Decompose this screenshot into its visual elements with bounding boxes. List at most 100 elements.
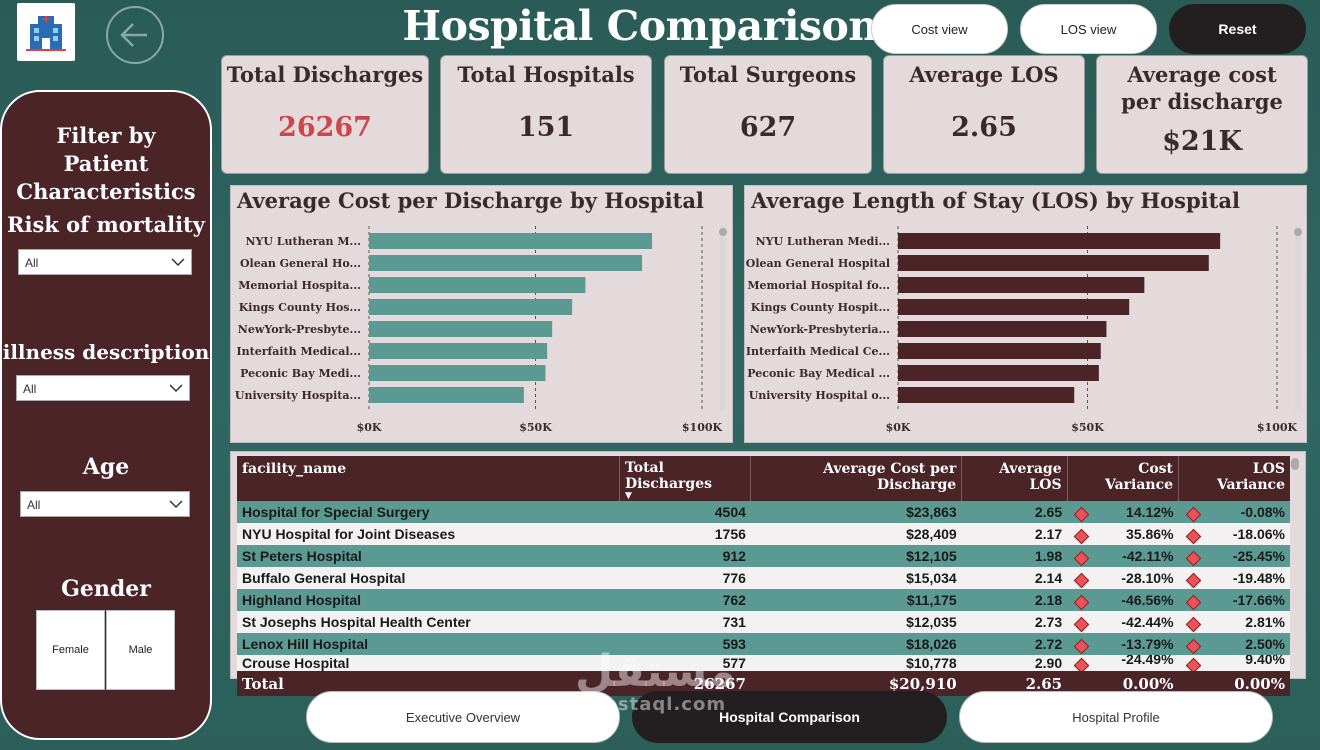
cell-text: 14.12% — [1126, 504, 1174, 520]
back-arrow-icon[interactable] — [105, 5, 165, 65]
table-row[interactable]: St Josephs Hospital Health Center 731 $12,… — [237, 611, 1290, 633]
x-tick-label: $100K — [682, 421, 723, 434]
table-row[interactable]: St Peters Hospital 912 $12,105 1.98 -42.11% -… — [237, 545, 1290, 567]
cell-text: 2.17 — [1034, 526, 1063, 542]
category-label: University Hospita... — [235, 389, 361, 402]
nav-executive-overview[interactable]: Executive Overview — [306, 691, 620, 743]
kpi-label: Average LOS — [909, 62, 1059, 87]
kpi-label: Total Hospitals — [457, 62, 635, 87]
category-label: NewYork-Presbyteria... — [750, 323, 890, 336]
cell-text: -25.45% — [1232, 548, 1285, 564]
kpi-value: $21K — [1162, 126, 1242, 157]
kpi-label: Total Discharges — [226, 62, 424, 87]
category-label: Interfaith Medical... — [236, 345, 361, 358]
col-header-facility[interactable]: facility_name — [237, 456, 620, 501]
bar[interactable] — [369, 255, 643, 271]
kpi-total-hospitals: Total Hospitals 151 — [440, 55, 652, 174]
los-bar-chart: $0K $50K $100K NYU Lutheran Medi... Olean Ge… — [746, 226, 1302, 434]
cell-text: 2.73 — [1034, 614, 1063, 630]
bar[interactable] — [898, 233, 1221, 249]
table-row[interactable]: NYU Hospital for Joint Diseases 1756 $28,4… — [237, 523, 1290, 545]
cell-text: Crouse Hospital — [242, 655, 350, 671]
risk-dropdown[interactable]: All — [18, 249, 192, 275]
table-row[interactable]: Crouse Hospital 577 $10,778 2.90 -24.49% 9.40… — [237, 655, 1290, 671]
bar[interactable] — [369, 299, 573, 315]
bar[interactable] — [369, 321, 553, 337]
los-chart-title: Average Length of Stay (LOS) by Hospital — [751, 188, 1240, 213]
cell-text: -18.06% — [1232, 526, 1285, 542]
table-cell: $12,035 — [750, 611, 962, 633]
table-cell: Highland Hospital — [237, 589, 620, 611]
bar[interactable] — [369, 277, 586, 293]
col-header-los-variance[interactable]: LOS Variance — [1178, 456, 1290, 501]
risk-label: Risk of mortality — [7, 212, 205, 237]
table-row[interactable]: Lenox Hill Hospital 593 $18,026 2.72 -13.79%… — [237, 633, 1290, 655]
bar[interactable] — [898, 387, 1075, 403]
col-header-discharges[interactable]: Total Discharges ▼ — [619, 456, 752, 501]
category-label: Kings County Hospit... — [751, 301, 890, 314]
nav-hospital-comparison[interactable]: Hospital Comparison — [632, 691, 947, 743]
col-header-cost[interactable]: Average Cost per Discharge — [750, 456, 963, 501]
bar[interactable] — [898, 255, 1209, 271]
cost-chart-panel: Average Cost per Discharge by Hospital $… — [230, 185, 733, 443]
illness-dropdown[interactable]: All — [16, 375, 190, 401]
table-cell: $18,026 — [750, 633, 962, 655]
variance-diamond-icon — [1185, 572, 1201, 589]
age-dropdown[interactable]: All — [20, 491, 190, 517]
table-cell: 731 — [619, 611, 751, 633]
bar[interactable] — [369, 387, 524, 403]
col-header-label: Average Cost per Discharge — [823, 461, 957, 493]
col-header-los[interactable]: Average LOS — [961, 456, 1068, 501]
chevron-down-icon — [169, 500, 183, 509]
cell-text: -19.48% — [1232, 570, 1285, 586]
cell-text: Hospital for Special Surgery — [242, 504, 430, 520]
chart-scroll-track[interactable] — [720, 226, 726, 411]
cell-text: $11,175 — [906, 592, 957, 608]
table-row[interactable]: Buffalo General Hospital 776 $15,034 2.14 -2… — [237, 567, 1290, 589]
cost-view-button[interactable]: Cost view — [871, 4, 1008, 54]
los-view-button[interactable]: LOS view — [1020, 4, 1157, 54]
cell-text: 4504 — [714, 504, 746, 520]
bar[interactable] — [898, 321, 1107, 337]
bar[interactable] — [898, 277, 1145, 293]
cell-text: $18,026 — [906, 636, 957, 652]
col-header-cost-variance[interactable]: Cost Variance — [1067, 456, 1180, 501]
bar[interactable] — [369, 233, 653, 249]
cost-chart-title: Average Cost per Discharge by Hospital — [237, 188, 704, 213]
variance-diamond-icon — [1185, 638, 1201, 655]
bar[interactable] — [898, 299, 1130, 315]
bar[interactable] — [898, 365, 1099, 381]
cell-text: 762 — [722, 592, 746, 608]
gender-female-button[interactable]: Female — [36, 610, 105, 690]
table-cell: $10,778 — [750, 655, 962, 671]
gender-male-button[interactable]: Male — [106, 610, 175, 690]
reset-button[interactable]: Reset — [1169, 4, 1306, 54]
chart-scroll-track[interactable] — [1295, 226, 1301, 411]
table-row[interactable]: Highland Hospital 762 $11,175 2.18 -46.56% -1… — [237, 589, 1290, 611]
table-cell: -46.56% — [1067, 589, 1179, 611]
table-cell: 2.72 — [961, 633, 1068, 655]
cell-text: -0.08% — [1240, 504, 1285, 520]
bar[interactable] — [369, 365, 546, 381]
hospital-table: facility_name Total Discharges ▼ Average … — [237, 456, 1290, 696]
table-cell: -13.79% — [1067, 633, 1179, 655]
cell-text: 2.14 — [1034, 570, 1063, 586]
cell-text: -17.66% — [1232, 592, 1285, 608]
chart-scroll-thumb[interactable] — [1294, 228, 1302, 236]
kpi-value: 151 — [517, 112, 575, 143]
chart-scroll-thumb[interactable] — [719, 228, 727, 236]
variance-diamond-icon — [1073, 506, 1090, 523]
x-tick-label: $50K — [1071, 421, 1104, 434]
cell-text: 9.40% — [1245, 655, 1285, 667]
kpi-average-cost: Average cost per discharge $21K — [1096, 55, 1308, 174]
variance-diamond-icon — [1073, 594, 1090, 611]
table-row[interactable]: Hospital for Special Surgery 4504 $23,863 2… — [237, 501, 1290, 523]
table-cell: -24.49% — [1067, 655, 1179, 671]
table-scrollbar[interactable] — [1291, 458, 1299, 470]
bar[interactable] — [369, 343, 548, 359]
variance-diamond-icon — [1185, 528, 1201, 545]
table-cell: $28,409 — [750, 523, 962, 545]
nav-hospital-profile[interactable]: Hospital Profile — [959, 691, 1273, 743]
bar[interactable] — [898, 343, 1101, 359]
table-cell: 1.98 — [961, 545, 1068, 567]
